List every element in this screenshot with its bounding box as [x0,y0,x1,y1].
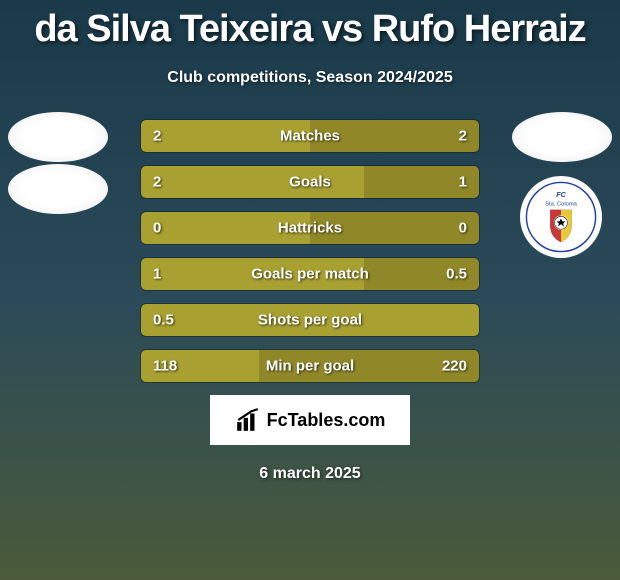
stat-value-left: 1 [153,266,161,283]
page-title: da Silva Teixeira vs Rufo Herraiz [10,0,610,51]
stat-value-left: 2 [153,128,161,145]
chart-icon [235,407,261,433]
stat-value-left: 2 [153,174,161,191]
stat-label: Min per goal [141,358,479,375]
stat-value-right: 220 [442,358,467,375]
stat-label: Shots per goal [141,312,479,329]
player-right-avatar [512,112,612,162]
stat-value-right: 0 [459,220,467,237]
subtitle: Club competitions, Season 2024/2025 [10,69,610,87]
stat-label: Hattricks [141,220,479,237]
svg-text:FC: FC [556,190,566,199]
stat-label: Goals [141,174,479,191]
stat-value-left: 0.5 [153,312,174,329]
stat-label: Goals per match [141,266,479,283]
brand-label: FcTables.com [267,410,386,431]
stat-row: Goals2 1 [140,165,480,199]
stat-value-left: 0 [153,220,161,237]
svg-text:Sta. Coloma: Sta. Coloma [545,201,577,207]
stat-row: Shots per goal0.5 [140,303,480,337]
stat-row: Min per goal118 220 [140,349,480,383]
stat-value-right: 1 [459,174,467,191]
date-label: 6 march 2025 [10,465,610,483]
stat-value-right: 2 [459,128,467,145]
stat-row: Goals per match1 0.5 [140,257,480,291]
stat-row: Hattricks0 0 [140,211,480,245]
stats-list: Matches22Goals21Hattricks00Goals per mat… [140,119,480,383]
stat-row: Matches2 2 [140,119,480,153]
brand-link[interactable]: FcTables.com [210,395,410,445]
club-logo: FC Sta. Coloma [520,176,602,258]
player-left-avatar [8,112,108,162]
stat-value-right: 0.5 [446,266,467,283]
player-left-avatar-2 [8,164,108,214]
stat-value-left: 118 [153,358,177,375]
stat-label: Matches [141,128,479,145]
